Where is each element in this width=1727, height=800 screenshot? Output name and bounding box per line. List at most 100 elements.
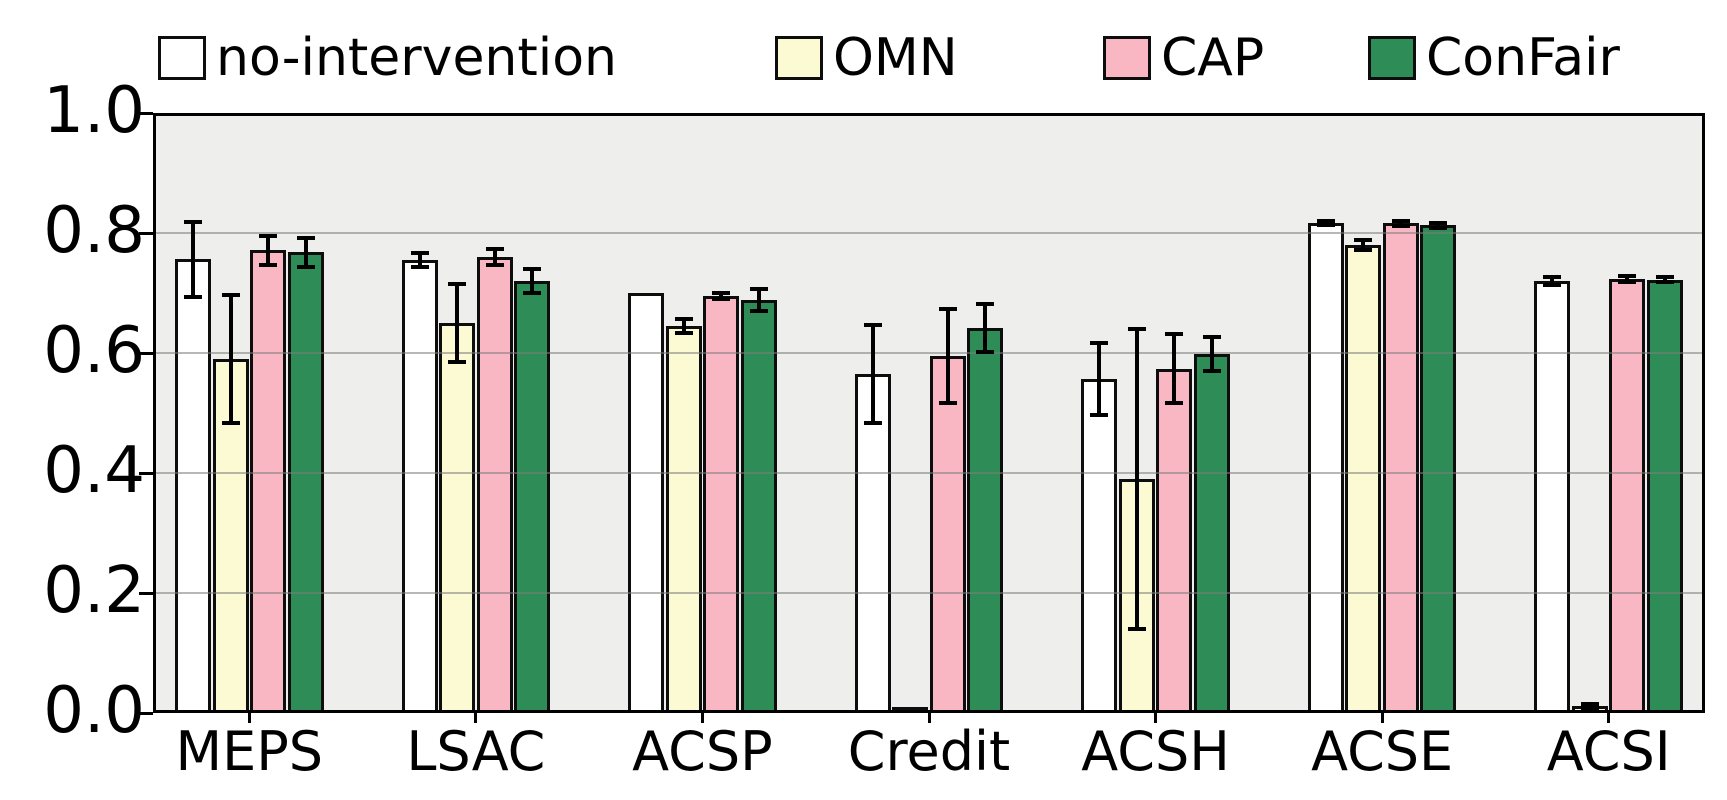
y-tick-mark [139, 591, 153, 595]
x-tick-mark [1154, 713, 1158, 723]
error-bar-OMN-LSAC [455, 284, 460, 362]
bar-CAP-ACSE [1382, 223, 1419, 713]
bar-CAP-LSAC [476, 257, 513, 713]
bar-CAP-Credit [929, 356, 966, 713]
error-bar-CAP-ACSI [1625, 276, 1630, 283]
x-tick-mark [474, 713, 478, 723]
x-tick-label-LSAC: LSAC [406, 720, 546, 783]
bar-no-intervention-MEPS [175, 259, 212, 713]
bar-CAP-ACSP [703, 296, 740, 713]
error-cap [1655, 275, 1674, 280]
error-bar-no-intervention-LSAC [417, 252, 422, 268]
error-cap [863, 322, 882, 327]
bar-ConFair-MEPS [287, 252, 324, 713]
error-bar-ConFair-ACSH [1209, 337, 1214, 371]
error-cap [712, 291, 731, 295]
error-cap [1202, 335, 1221, 340]
legend-label: CAP [1161, 28, 1265, 88]
error-cap [1165, 400, 1184, 405]
error-cap [1165, 332, 1184, 337]
error-cap [485, 263, 504, 268]
legend-label: OMN [833, 28, 958, 88]
legend-item-no-intervention: no-intervention [158, 30, 617, 86]
y-tick-mark [139, 711, 153, 715]
error-bar-ConFair-LSAC [530, 269, 535, 293]
gridline-0.8 [153, 232, 1705, 234]
spine-bottom [153, 710, 1705, 713]
error-cap [1391, 219, 1410, 223]
bar-ConFair-Credit [967, 327, 1004, 713]
y-tick-mark [139, 471, 153, 475]
x-tick-label-Credit: Credit [847, 720, 1011, 783]
legend-swatch-icon [158, 36, 206, 80]
error-cap [976, 301, 995, 306]
error-cap [674, 331, 693, 336]
error-cap [1543, 282, 1562, 287]
error-bar-OMN-ACSH [1134, 329, 1139, 629]
plot-area [153, 113, 1705, 713]
y-tick-label-0.8: 0.8 [43, 194, 145, 268]
bar-CAP-ACSI [1609, 279, 1646, 713]
spine-top [153, 113, 1705, 116]
error-cap [1618, 280, 1637, 285]
error-cap [184, 220, 203, 225]
error-bar-ConFair-Credit [983, 303, 988, 352]
legend-item-ConFair: ConFair [1368, 30, 1620, 86]
bar-CAP-MEPS [250, 250, 287, 713]
error-cap [1580, 702, 1599, 706]
error-bar-ConFair-ACSI [1662, 277, 1667, 283]
bar-ConFair-ACSP [740, 300, 777, 713]
error-bar-CAP-MEPS [266, 236, 271, 265]
error-cap [1127, 627, 1146, 631]
error-cap [259, 234, 278, 238]
error-bar-ConFair-ACSP [756, 289, 761, 311]
gridline-0.6 [153, 352, 1705, 354]
bar-OMN-ACSE [1345, 245, 1382, 713]
error-bar-OMN-ACSE [1361, 239, 1366, 251]
y-tick-mark [139, 351, 153, 355]
y-tick-label-0.4: 0.4 [43, 434, 145, 508]
spine-left [153, 113, 156, 713]
x-tick-mark [1607, 713, 1611, 723]
error-cap [749, 309, 768, 313]
error-bar-no-intervention-ACSI [1550, 277, 1555, 285]
error-bar-no-intervention-MEPS [191, 222, 196, 297]
error-cap [448, 282, 467, 286]
error-cap [863, 421, 882, 426]
error-cap [1655, 280, 1674, 285]
bar-OMN-LSAC [439, 323, 476, 713]
error-bar-ConFair-ACSE [1436, 222, 1441, 228]
y-tick-mark [139, 231, 153, 235]
bar-ConFair-ACSE [1420, 225, 1457, 713]
error-bar-CAP-LSAC [492, 248, 497, 266]
error-cap [1580, 705, 1599, 710]
x-tick-mark [1380, 713, 1384, 723]
y-tick-label-0.2: 0.2 [43, 554, 145, 628]
error-cap [410, 250, 429, 255]
error-bar-OMN-MEPS [228, 295, 233, 423]
error-cap [1090, 412, 1109, 417]
error-cap [1391, 223, 1410, 228]
gridline-0.4 [153, 472, 1705, 474]
bar-no-intervention-ACSH [1081, 378, 1118, 713]
error-cap [1354, 237, 1373, 242]
spine-right [1702, 113, 1705, 713]
error-bar-OMN-ACSP [681, 318, 686, 334]
error-bar-CAP-Credit [945, 309, 950, 403]
error-cap [523, 267, 542, 271]
error-bar-ConFair-MEPS [303, 237, 308, 267]
x-tick-mark [927, 713, 931, 723]
x-tick-label-ACSE: ACSE [1311, 720, 1454, 783]
error-cap [712, 297, 731, 301]
error-cap [749, 287, 768, 292]
error-cap [296, 235, 315, 240]
bar-ConFair-LSAC [514, 281, 551, 713]
bar-no-intervention-ACSI [1534, 281, 1571, 713]
error-cap [1202, 369, 1221, 373]
error-bar-CAP-ACSE [1398, 221, 1403, 226]
legend-swatch-icon [1368, 36, 1416, 80]
bar-ConFair-ACSH [1193, 354, 1230, 713]
bar-CAP-ACSH [1156, 368, 1193, 713]
bar-ConFair-ACSI [1646, 279, 1683, 713]
y-tick-mark [139, 111, 153, 115]
